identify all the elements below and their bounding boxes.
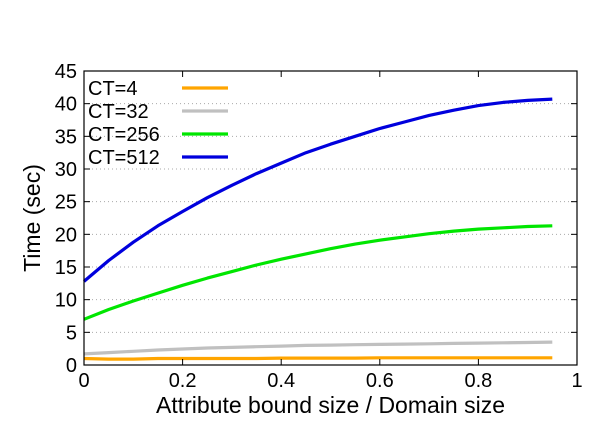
legend-label-ct-512: CT=512 xyxy=(88,147,160,169)
y-tick-label: 35 xyxy=(55,126,77,148)
y-tick-label: 15 xyxy=(55,257,77,279)
axis-ticks: 0 5 10 15 20 25 30 35 40 45 0 0.2 0.4 0.6 0.8 1 xyxy=(55,61,583,392)
y-tick-label: 10 xyxy=(55,290,77,312)
y-tick-label: 45 xyxy=(55,61,77,83)
legend-label-ct-4: CT=4 xyxy=(88,78,137,100)
legend-label-ct-32: CT=32 xyxy=(88,101,149,123)
series-line-ct-4 xyxy=(83,356,553,361)
x-axis-title: Attribute bound size / Domain size xyxy=(156,392,505,418)
y-tick-label: 25 xyxy=(55,192,77,214)
x-tick-label: 0.2 xyxy=(169,370,197,392)
legend-label-ct-256: CT=256 xyxy=(88,124,160,146)
series-line-ct-256 xyxy=(83,224,553,321)
plot-frame xyxy=(83,70,578,366)
x-tick-label: 0 xyxy=(78,370,89,392)
y-tick-label: 5 xyxy=(66,322,77,344)
x-tick-label: 1 xyxy=(571,370,582,392)
x-tick-label: 0.4 xyxy=(267,370,295,392)
series-lines xyxy=(82,97,553,361)
series-line-ct-512 xyxy=(82,97,553,283)
y-axis-title: Time (sec) xyxy=(19,164,45,272)
y-tick-label: 30 xyxy=(55,159,77,181)
y-tick-label: 0 xyxy=(66,355,77,377)
series-line-ct-32 xyxy=(83,340,553,356)
x-tick-label: 0.8 xyxy=(464,370,492,392)
y-tick-label: 40 xyxy=(55,94,77,116)
x-tick-label: 0.6 xyxy=(366,370,394,392)
y-tick-label: 20 xyxy=(55,224,77,246)
